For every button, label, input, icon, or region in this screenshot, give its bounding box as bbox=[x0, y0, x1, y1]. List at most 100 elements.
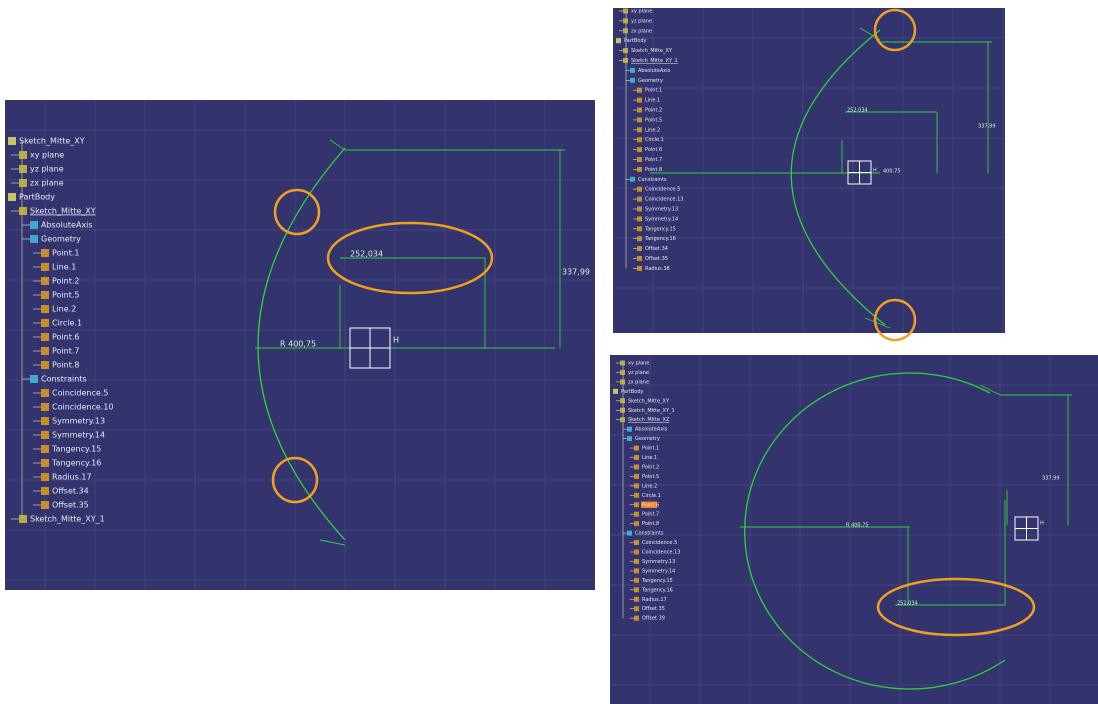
tree-icon bbox=[623, 48, 628, 54]
tree-item: Tangency.16 bbox=[51, 459, 101, 468]
tree-icon bbox=[637, 236, 642, 242]
tree-icon bbox=[637, 137, 642, 143]
tree-icon bbox=[620, 369, 625, 375]
tree-icon bbox=[634, 521, 639, 527]
tree-item: Sketch_Mitte_XY_1 bbox=[30, 515, 105, 524]
tree-icon bbox=[634, 587, 639, 593]
tree-icon bbox=[30, 235, 38, 243]
tree-icon bbox=[41, 445, 49, 453]
tree-item: Sketch_Mitte_XY_1 bbox=[628, 408, 675, 414]
tree-icon bbox=[620, 407, 625, 413]
tree-item: Sketch_Mitte_XZ bbox=[628, 417, 670, 423]
dimension-value: 252,034 bbox=[897, 601, 918, 607]
highlight-ring bbox=[271, 456, 319, 504]
dimension-value: 252,034 bbox=[847, 108, 868, 114]
tree-item: Point.6 bbox=[52, 333, 80, 342]
tree-icon bbox=[19, 151, 27, 159]
tree-icon bbox=[634, 615, 639, 621]
tree-item: Offset.35 bbox=[645, 256, 668, 262]
tree-item: xy plane bbox=[30, 151, 64, 160]
tree-item: Line.1 bbox=[645, 98, 660, 104]
tree-item: Offset.35 bbox=[52, 501, 89, 510]
dimension-value: R 400,75 bbox=[846, 523, 869, 529]
tree-item: Point.1 bbox=[642, 446, 659, 452]
axis-label: H bbox=[393, 336, 399, 345]
tree-item: Symmetry.14 bbox=[645, 216, 678, 222]
viewport-background bbox=[5, 100, 595, 590]
tree-icon bbox=[637, 166, 642, 172]
tree-item: PartBody bbox=[621, 389, 644, 395]
tree-item: Radius.17 bbox=[52, 473, 92, 482]
tree-item: Point.7 bbox=[642, 512, 659, 518]
tree-icon bbox=[637, 157, 642, 162]
tree-icon bbox=[634, 606, 639, 612]
tree-icon bbox=[41, 319, 49, 327]
tree-icon bbox=[623, 58, 628, 63]
axis-label: H bbox=[873, 168, 877, 174]
tree-item: Point.1 bbox=[645, 88, 662, 94]
selection-highlight bbox=[641, 501, 657, 508]
dimension-line bbox=[864, 317, 891, 329]
tree-icon bbox=[627, 436, 632, 442]
tree-icon bbox=[41, 403, 49, 411]
tree-icon bbox=[634, 549, 639, 555]
tree-icon bbox=[41, 389, 49, 397]
tree-item: yz plane bbox=[631, 18, 652, 24]
tree-item: AbsoluteAxis bbox=[41, 221, 93, 230]
dimension-value: 337,99 bbox=[562, 268, 590, 277]
tree-icon bbox=[637, 107, 642, 113]
tree-icon bbox=[620, 379, 625, 385]
tree-icon bbox=[630, 176, 635, 182]
tree-item: Point.2 bbox=[645, 108, 662, 114]
tree-item: yz plane bbox=[30, 165, 64, 174]
tree-icon bbox=[19, 515, 27, 523]
tree-icon bbox=[30, 375, 38, 383]
tree-item: AbsoluteAxis bbox=[635, 427, 668, 433]
tree-item: Point.5 bbox=[645, 117, 662, 123]
tree-icon bbox=[41, 305, 49, 313]
highlight-ring bbox=[873, 8, 917, 52]
tree-icon bbox=[41, 459, 49, 467]
tree-icon bbox=[634, 596, 639, 602]
highlight-ring bbox=[876, 577, 1036, 637]
tree-icon bbox=[613, 388, 618, 394]
tree-item: Line.1 bbox=[642, 455, 657, 461]
tree-item: Point.8 bbox=[642, 521, 659, 527]
tree-item: Constraints bbox=[635, 531, 664, 537]
tree-icon bbox=[41, 347, 49, 355]
dimension-value: 337,99 bbox=[978, 124, 996, 130]
dimension-value: 400,75 bbox=[883, 169, 901, 175]
tree-icon bbox=[8, 137, 16, 145]
tree-icon bbox=[41, 361, 49, 369]
tree-item: Line.1 bbox=[52, 263, 76, 272]
tree-item: PartBody bbox=[19, 193, 55, 202]
highlight-ring bbox=[873, 298, 917, 342]
tree-item: Circle.1 bbox=[642, 493, 661, 499]
tree-icon bbox=[623, 8, 628, 14]
tree-item: Sketch_Mitte_XY bbox=[19, 137, 85, 146]
tree-icon bbox=[41, 473, 49, 481]
tree-icon bbox=[41, 501, 49, 509]
tree-item: Geometry bbox=[638, 78, 663, 84]
tree-icon bbox=[41, 333, 49, 341]
tree-item: Sketch_Mitte_XY bbox=[631, 48, 673, 54]
tree-item: Point.7 bbox=[645, 157, 662, 163]
tree-icon bbox=[19, 165, 27, 173]
tree-item: PartBody bbox=[624, 38, 647, 44]
tree-icon bbox=[637, 216, 642, 222]
tree-item: Symmetry.14 bbox=[642, 568, 675, 574]
tree-icon bbox=[637, 117, 642, 123]
sketch-arc bbox=[257, 147, 346, 541]
tree-icon bbox=[627, 426, 632, 432]
axis-label: H bbox=[1040, 521, 1044, 527]
tree-item: Sketch_Mitte_XY_1 bbox=[631, 58, 678, 64]
tree-item: Point.5 bbox=[52, 291, 80, 300]
tree-icon bbox=[630, 77, 635, 83]
tree-item: Point.8 bbox=[645, 167, 662, 173]
tree-item: Coincidence.10 bbox=[52, 403, 114, 412]
tree-item: Point.7 bbox=[52, 347, 80, 356]
tree-icon bbox=[634, 568, 639, 574]
viewport-background bbox=[613, 8, 1005, 333]
